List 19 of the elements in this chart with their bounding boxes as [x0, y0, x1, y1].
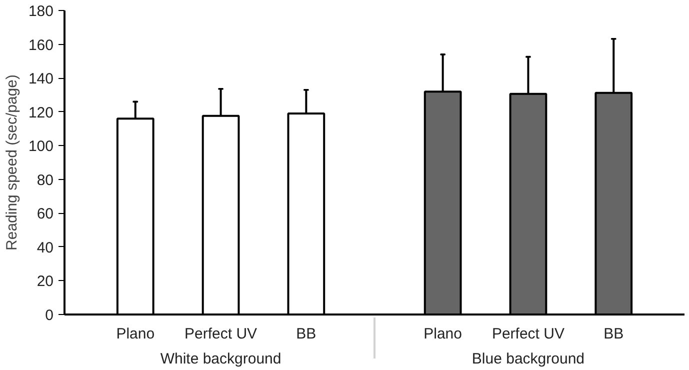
y-tick-label: 60 [36, 206, 54, 223]
y-tick-label: 160 [28, 36, 54, 54]
y-tick-label: 20 [36, 273, 54, 290]
text: Blue background [472, 350, 585, 368]
x-tick-label: Plano [116, 326, 155, 342]
x-tick-label: BB [604, 326, 624, 342]
y-tick-label: 180 [28, 3, 54, 20]
x-tick-label: BB [296, 326, 316, 342]
x-tick-label: Plano [424, 326, 462, 342]
text: White background [160, 350, 282, 368]
x-tick-label: Perfect UV [184, 326, 258, 342]
y-tick-label: 80 [36, 172, 54, 189]
y-axis-title: Reading speed (sec/page) [3, 74, 20, 250]
y-tick-label: 140 [28, 70, 54, 88]
y-tick-label: 40 [36, 239, 54, 256]
y-tick-label: 0 [45, 307, 54, 324]
x-tick-label: Perfect UV [492, 326, 564, 342]
y-tick-label: 120 [28, 104, 54, 122]
y-tick-label: 100 [28, 138, 54, 156]
